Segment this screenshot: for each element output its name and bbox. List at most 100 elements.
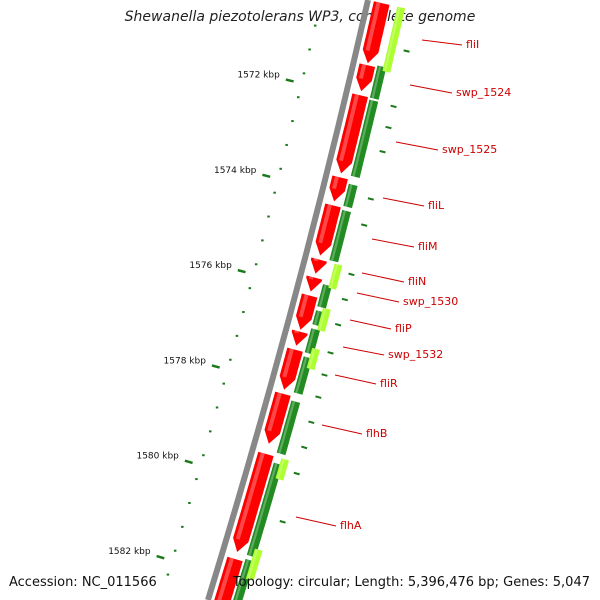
major-ticks: 1572 kbp 1574 kbp 1576 kbp 1578 kbp 1580 kbp…	[108, 71, 294, 560]
track-tick	[390, 104, 397, 109]
cds-segment-0-shade	[371, 65, 382, 99]
gene-arrow-8-shade	[294, 330, 299, 334]
minor-tick	[202, 454, 205, 457]
gene-arrow-9	[279, 347, 303, 390]
cds-segment-8-shade	[278, 400, 296, 454]
track-tick	[321, 373, 328, 377]
track-tick	[367, 197, 374, 201]
gene-arrow-8	[291, 329, 308, 346]
label-leader-line	[382, 197, 425, 207]
gene-arrow-3	[329, 175, 348, 202]
gene-arrow-3-shade	[332, 176, 339, 190]
minor-tick	[208, 430, 212, 433]
gene-label-fliP: fliP	[395, 322, 412, 335]
track-tick	[348, 272, 355, 277]
gene-arrow-6-shade	[308, 276, 314, 280]
track-tick	[341, 297, 348, 302]
minor-tick	[242, 311, 245, 314]
minor-tick	[313, 24, 317, 27]
genome-backbone	[205, 0, 371, 600]
cds-segment-9-shade	[248, 463, 278, 557]
track-tick	[385, 125, 392, 130]
cds-segment-2	[343, 183, 358, 209]
label-leader-line	[361, 272, 405, 283]
feature-segment-3	[306, 347, 320, 371]
track-tick	[308, 420, 315, 425]
track-tick	[293, 471, 300, 476]
minor-tick	[248, 287, 252, 290]
accession-label: Accession: NC_011566	[9, 575, 157, 590]
minor-tick	[195, 478, 198, 481]
cds-segment-6-shade	[306, 328, 315, 354]
gene-label-fliM: fliM	[418, 240, 437, 253]
gene-arrow-1	[356, 63, 376, 92]
track-tick	[279, 520, 286, 524]
gene-arrow-5-shade	[313, 257, 318, 262]
cds-segment-8	[276, 400, 301, 456]
gene-label-swp_1525: swp_1525	[442, 143, 497, 156]
track-tick-marks	[279, 49, 410, 524]
feature-track	[245, 6, 406, 581]
gene-arrow-10	[264, 391, 291, 444]
gene-track	[214, 1, 390, 600]
track-tick	[334, 322, 342, 327]
feature-segment-5-shade	[247, 549, 259, 580]
gene-arrow-5	[310, 257, 327, 274]
major-tick	[237, 268, 246, 274]
tick-label: 1574 kbp	[214, 166, 257, 176]
label-leader-line	[342, 346, 385, 356]
label-leader-line	[334, 374, 377, 385]
label-leader-line	[421, 39, 463, 46]
feature-segment-0	[382, 6, 406, 73]
label-leader-line	[395, 141, 439, 151]
label-leader-line	[356, 292, 400, 303]
major-tick	[285, 78, 294, 83]
cds-segment-4-shade	[318, 284, 327, 308]
minor-tick	[308, 48, 311, 51]
cds-segment-3-shade	[330, 210, 346, 261]
feature-segment-4-shade	[276, 458, 285, 480]
gene-label-fliN: fliN	[408, 275, 426, 288]
gene-label-fliR: fliR	[380, 377, 398, 390]
track-tick	[327, 351, 334, 355]
feature-segment-4	[275, 458, 289, 481]
cds-segment-2-shade	[344, 184, 353, 207]
label-leader-line	[295, 516, 337, 527]
minor-tick	[279, 167, 282, 170]
track-tick	[403, 49, 410, 53]
gene-arrow-11	[233, 451, 274, 552]
label-leader-line	[321, 424, 363, 435]
cds-segment-3	[329, 209, 351, 263]
minor-tick	[173, 549, 177, 552]
gene-arrow-12-shade	[217, 557, 234, 600]
tick-label: 1582 kbp	[108, 547, 151, 557]
feature-segment-3-shade	[308, 348, 316, 369]
gene-labels: fliI swp_1524 swp_1525 fliL fliM fliN swp_1530…	[295, 38, 511, 532]
tick-label: 1580 kbp	[136, 452, 179, 462]
minor-tick	[181, 525, 184, 528]
track-tick	[361, 223, 368, 227]
minor-tick	[166, 573, 170, 576]
minor-tick	[285, 143, 288, 146]
cds-segment-1	[350, 99, 379, 178]
minor-tick	[222, 382, 225, 385]
minor-tick	[261, 239, 264, 242]
map-title: Shewanella piezotolerans WP3, complete g…	[124, 9, 476, 25]
major-tick	[184, 459, 193, 465]
minor-tick	[267, 215, 270, 218]
minor-tick	[215, 406, 219, 409]
minor-tick	[273, 191, 276, 194]
label-leader-line	[371, 238, 415, 248]
tick-label: 1572 kbp	[237, 71, 280, 81]
gene-label-flhA: flhA	[340, 519, 362, 532]
minor-tick	[297, 96, 300, 99]
minor-tick-dots	[166, 24, 317, 576]
feature-segment-2-shade	[318, 308, 327, 331]
cds-segment-6	[304, 328, 320, 355]
minor-tick	[188, 501, 191, 504]
feature-segment-1-shade	[329, 263, 338, 289]
cds-segment-4	[317, 284, 332, 309]
track-tick	[379, 149, 386, 154]
gene-arrow-2-shade	[339, 94, 360, 162]
cds-segment-9	[246, 462, 283, 558]
